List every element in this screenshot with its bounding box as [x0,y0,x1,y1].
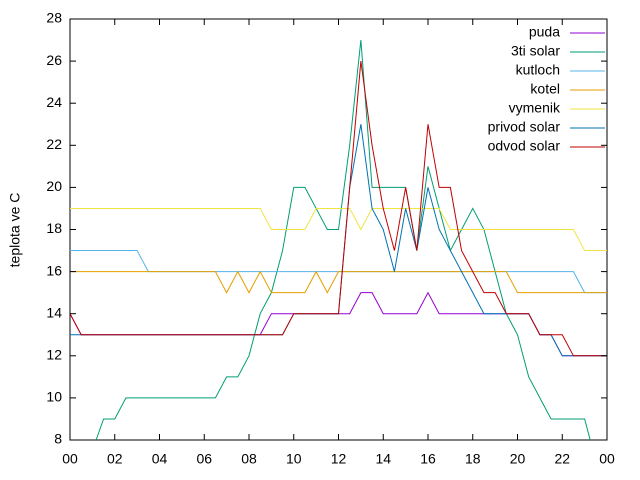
y-tick-label: 22 [46,136,62,152]
legend-label: kotel [530,81,560,97]
series-line [70,270,607,294]
y-tick-label: 28 [46,10,62,26]
series-line [70,124,607,357]
legend-label: puda [529,24,560,40]
x-tick-label: 12 [331,451,347,467]
x-tick-label: 08 [241,451,257,467]
x-tick-label: 00 [62,451,78,467]
x-tick-label: 06 [196,451,212,467]
x-tick-label: 04 [152,451,168,467]
series-line [70,291,607,357]
y-tick-label: 12 [46,347,62,363]
y-tick-label: 8 [54,431,62,447]
x-tick-label: 18 [465,451,481,467]
x-tick-label: 22 [554,451,570,467]
y-tick-label: 26 [46,52,62,68]
x-tick-label: 20 [510,451,526,467]
y-tick-label: 14 [46,304,62,320]
x-tick-label: 02 [107,451,123,467]
legend-label: privod solar [488,119,561,135]
x-tick-label: 16 [420,451,436,467]
y-tick-label: 16 [46,262,62,278]
series-line [70,207,607,252]
legend-label: vymenik [509,100,561,116]
legend-label: odvod solar [488,138,561,154]
y-tick-label: 18 [46,220,62,236]
y-axis-label: teplota ve C [7,193,23,268]
legend-label: kutloch [516,62,560,78]
series-line [70,61,607,357]
y-tick-label: 10 [46,389,62,405]
x-tick-label: 14 [375,451,391,467]
legend-label: 3ti solar [511,43,560,59]
series-line [95,39,591,440]
x-tick-label: 00 [599,451,615,467]
y-tick-label: 20 [46,178,62,194]
x-tick-label: 10 [286,451,302,467]
y-tick-label: 24 [46,94,62,110]
plot-lines [70,39,607,440]
